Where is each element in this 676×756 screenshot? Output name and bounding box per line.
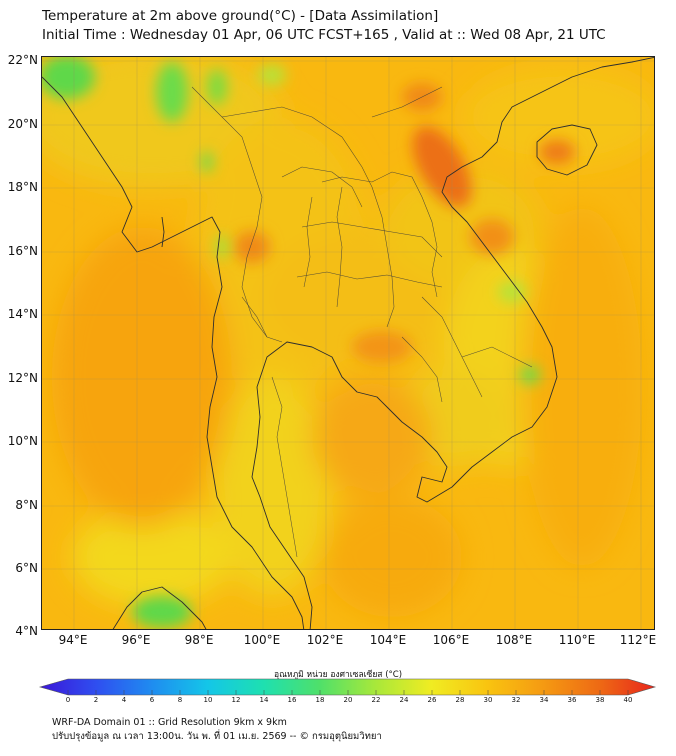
footer-line-2: ปรับปรุงข้อมูล ณ เวลา 13:00น. วัน พ. ที่… bbox=[52, 731, 382, 742]
colorbar-tick-label: 40 bbox=[623, 696, 633, 704]
colorbar-tick-label: 24 bbox=[399, 696, 409, 704]
colorbar-tick-label: 16 bbox=[287, 696, 297, 704]
colorbar-tick-label: 14 bbox=[259, 696, 269, 704]
temperature-field bbox=[42, 57, 654, 617]
colorbar-tick-label: 0 bbox=[65, 696, 71, 704]
lon-label: 102°E bbox=[306, 633, 344, 647]
colorbar-tick-label: 4 bbox=[121, 696, 127, 704]
lat-label: 22°N bbox=[7, 53, 38, 67]
lon-label: 104°E bbox=[369, 633, 407, 647]
lat-label: 4°N bbox=[15, 624, 38, 638]
colorbar-tick-label: 30 bbox=[483, 696, 493, 704]
lon-label: 106°E bbox=[432, 633, 470, 647]
lon-label: 110°E bbox=[558, 633, 596, 647]
lat-label: 6°N bbox=[15, 561, 38, 575]
map-svg bbox=[42, 57, 654, 629]
cool-spots bbox=[42, 57, 540, 628]
lat-label: 20°N bbox=[7, 117, 38, 131]
lon-label: 94°E bbox=[58, 633, 88, 647]
colorbar-tick-label: 34 bbox=[539, 696, 549, 704]
colorbar-tick-label: 32 bbox=[511, 696, 521, 704]
lat-label: 18°N bbox=[7, 180, 38, 194]
hot-spots bbox=[234, 83, 575, 363]
lon-label: 96°E bbox=[121, 633, 151, 647]
colorbar-tick-label: 28 bbox=[455, 696, 465, 704]
graticule bbox=[42, 57, 654, 629]
colorbar-ticks bbox=[67, 690, 629, 695]
admin-borders bbox=[191, 86, 533, 558]
colorbar-tick-label: 26 bbox=[427, 696, 437, 704]
coastlines bbox=[42, 57, 654, 629]
lon-label: 112°E bbox=[619, 633, 657, 647]
colorbar-tick-label: 18 bbox=[315, 696, 325, 704]
lat-label: 16°N bbox=[7, 244, 38, 258]
colorbar-tick-label: 10 bbox=[203, 696, 213, 704]
lon-label: 100°E bbox=[243, 633, 281, 647]
lon-label: 108°E bbox=[495, 633, 533, 647]
chart-title: Temperature at 2m above ground(°C) - [Da… bbox=[42, 7, 606, 45]
colorbar bbox=[38, 678, 657, 696]
title-line-2: Initial Time : Wednesday 01 Apr, 06 UTC … bbox=[42, 27, 606, 43]
colorbar-tick-label: 22 bbox=[371, 696, 381, 704]
colorbar-tick-label: 38 bbox=[595, 696, 605, 704]
footer-line-1: WRF-DA Domain 01 :: Grid Resolution 9km … bbox=[52, 717, 287, 728]
colorbar-tick-label: 36 bbox=[567, 696, 577, 704]
lat-label: 14°N bbox=[7, 307, 38, 321]
colorbar-body bbox=[38, 678, 657, 696]
lon-label: 98°E bbox=[184, 633, 214, 647]
colorbar-tick-label: 6 bbox=[149, 696, 155, 704]
colorbar-tick-label: 12 bbox=[231, 696, 241, 704]
colorbar-tick-label: 8 bbox=[177, 696, 183, 704]
temperature-map bbox=[41, 56, 655, 630]
lat-label: 8°N bbox=[15, 498, 38, 512]
lat-label: 12°N bbox=[7, 371, 38, 385]
title-line-1: Temperature at 2m above ground(°C) - [Da… bbox=[42, 8, 439, 24]
colorbar-tick-label: 2 bbox=[93, 696, 99, 704]
lat-label: 10°N bbox=[7, 434, 38, 448]
colorbar-title: อุณหภูมิ หน่วย องศาเซลเซียส (°C) bbox=[273, 670, 403, 680]
colorbar-tick-label: 20 bbox=[343, 696, 353, 704]
